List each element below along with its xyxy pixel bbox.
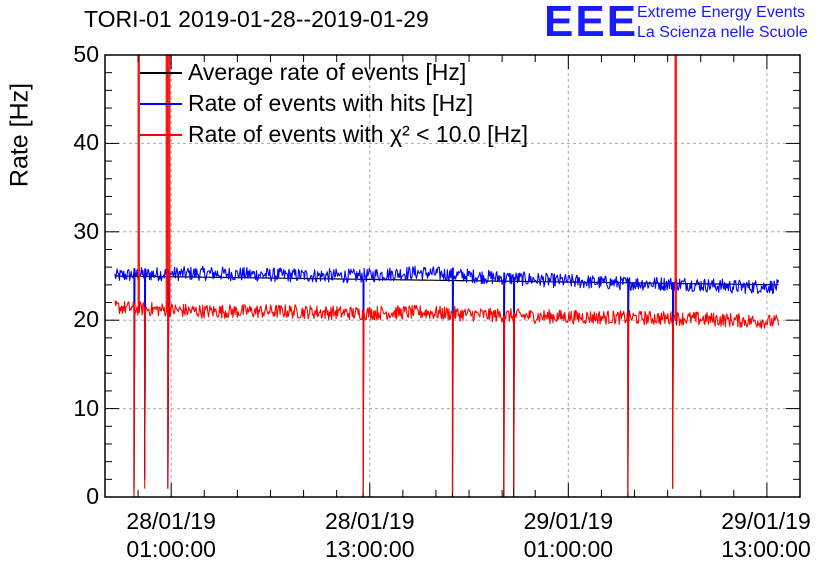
y-tick-label: 40 xyxy=(73,129,99,156)
y-tick-label: 10 xyxy=(73,394,99,421)
x-tick-label-time: 13:00:00 xyxy=(324,536,415,562)
x-tick-label-time: 13:00:00 xyxy=(721,536,811,562)
y-tick-label: 30 xyxy=(73,217,99,244)
legend-label-chi2: Rate of events with χ² < 10.0 [Hz] xyxy=(188,121,528,147)
legend-swatch-average xyxy=(140,72,182,74)
eee-logo-line2: La Scienza nelle Scuole xyxy=(637,24,808,41)
x-tick-label-date: 28/01/19 xyxy=(126,508,216,534)
x-tick-label-time: 01:00:00 xyxy=(126,536,216,562)
series-group xyxy=(114,55,780,497)
x-tick-label-date: 29/01/19 xyxy=(523,508,614,534)
eee-logo-line1: Extreme Energy Events xyxy=(637,4,806,21)
x-tick-label-date: 29/01/19 xyxy=(721,508,811,534)
y-axis-label: Rate [Hz] xyxy=(5,82,34,188)
y-tick-label: 0 xyxy=(86,483,99,509)
series-chi2-line xyxy=(114,55,780,497)
y-axis-label-box: Rate [Hz] xyxy=(4,83,36,187)
x-tick-label-time: 01:00:00 xyxy=(523,536,614,562)
chart-title: TORI-01 2019-01-28--2019-01-29 xyxy=(84,6,429,32)
legend-swatch-chi2 xyxy=(140,134,182,136)
series-average-line xyxy=(114,275,779,497)
legend-swatch-hits xyxy=(140,103,182,105)
plot-frame xyxy=(104,54,801,498)
eee-logo-mark: EEE xyxy=(544,0,639,46)
legend-label-hits: Rate of events with hits [Hz] xyxy=(188,90,474,116)
x-tick-label-date: 28/01/19 xyxy=(324,508,415,534)
series-hits-line xyxy=(114,265,780,489)
y-tick-label: 50 xyxy=(73,41,99,67)
legend-label-average: Average rate of events [Hz] xyxy=(188,59,467,85)
y-tick-label: 20 xyxy=(73,306,99,333)
